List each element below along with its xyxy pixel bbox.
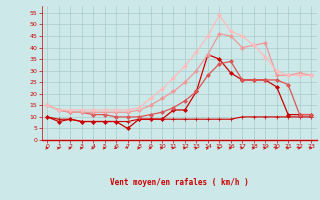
Text: Vent moyen/en rafales ( km/h ): Vent moyen/en rafales ( km/h ) <box>110 178 249 187</box>
